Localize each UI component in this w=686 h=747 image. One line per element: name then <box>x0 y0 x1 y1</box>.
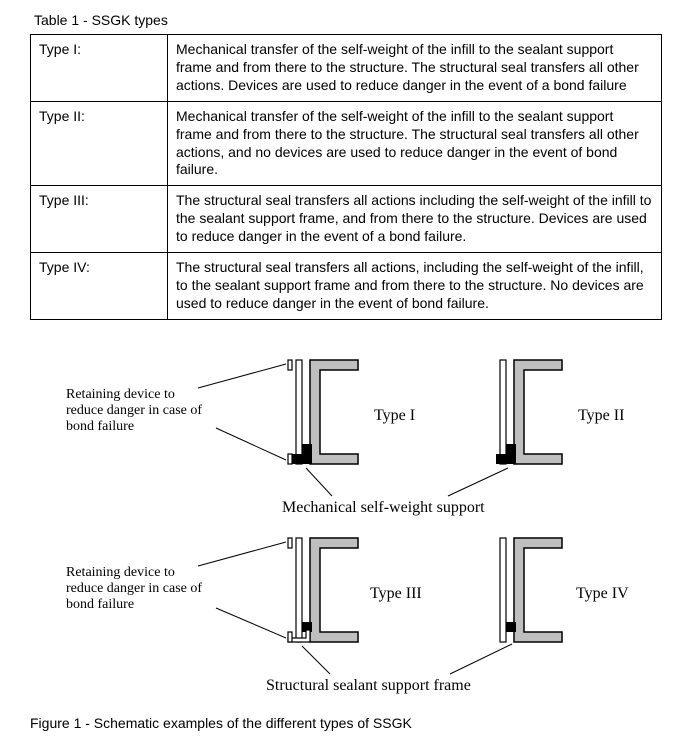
type1-label: Type I <box>374 407 415 424</box>
type-text: Mechanical transfer of the self-weight o… <box>168 101 662 186</box>
type3-label: Type III <box>370 585 422 602</box>
type2-label: Type II <box>578 407 624 424</box>
table-row: Type II: Mechanical transfer of the self… <box>31 101 662 186</box>
table-row: Type I: Mechanical transfer of the self-… <box>31 35 662 102</box>
retaining-callout-line2: reduce danger in case of <box>66 403 202 418</box>
retaining-callout2-line3: bond failure <box>66 597 134 612</box>
type-text: The structural seal transfers all action… <box>168 253 662 320</box>
type1-assembly <box>288 360 358 464</box>
ssgk-figure-svg: Type I Type II Retaining device to reduc… <box>30 344 662 704</box>
mech-support-label: Mechanical self-weight support <box>282 499 485 516</box>
retaining-callout-line3: bond failure <box>66 419 134 434</box>
retaining-callout2-line2: reduce danger in case of <box>66 581 202 596</box>
table-row: Type III: The structural seal transfers … <box>31 186 662 253</box>
table-caption: Table 1 - SSGK types <box>34 12 662 28</box>
figure-schematic: Type I Type II Retaining device to reduc… <box>30 344 662 707</box>
table-row: Type IV: The structural seal transfers a… <box>31 253 662 320</box>
type-label: Type II: <box>31 101 168 186</box>
figure-caption: Figure 1 - Schematic examples of the dif… <box>30 715 662 731</box>
type-label: Type I: <box>31 35 168 102</box>
ssgk-types-table: Type I: Mechanical transfer of the self-… <box>30 34 662 320</box>
type4-label: Type IV <box>576 585 629 602</box>
retaining-callout2-line1: Retaining device to <box>66 565 175 580</box>
type2-assembly <box>496 360 562 464</box>
retaining-callout-line1: Retaining device to <box>66 387 175 402</box>
seal-support-label: Structural sealant support frame <box>266 677 471 694</box>
type-label: Type IV: <box>31 253 168 320</box>
type-text: Mechanical transfer of the self-weight o… <box>168 35 662 102</box>
type3-assembly <box>288 538 358 642</box>
type-label: Type III: <box>31 186 168 253</box>
type4-assembly <box>500 538 562 642</box>
type-text: The structural seal transfers all action… <box>168 186 662 253</box>
